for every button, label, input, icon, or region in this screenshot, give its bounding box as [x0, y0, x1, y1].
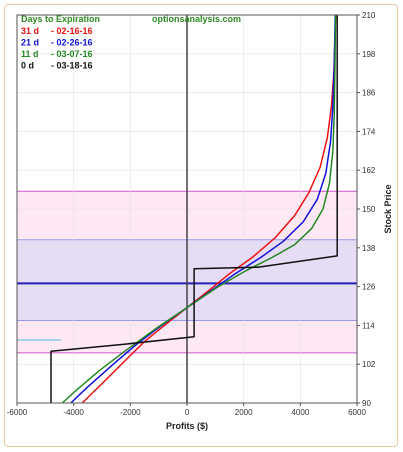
- y-tick-label-1: 102: [362, 360, 376, 369]
- y-tick-label-7: 174: [362, 127, 376, 136]
- legend-entry-name-0: 31 d: [21, 26, 39, 36]
- watermark-text: optionsanalysis.com: [152, 14, 241, 24]
- legend-entry-date-1: - 02-26-16: [51, 38, 93, 48]
- series-lines: [50, 14, 338, 404]
- y-tick-label-3: 126: [362, 283, 376, 292]
- y-tick-label-5: 150: [362, 205, 376, 214]
- legend: Days to Expiration optionsanalysis.com 3…: [21, 14, 241, 71]
- x-axis-ticks: -6000 -4000 -2000 0 2000 4000 6000: [7, 403, 366, 417]
- y-tick-label-4: 138: [362, 244, 376, 253]
- legend-entry-date-3: - 03-18-16: [51, 61, 93, 71]
- x-tick-label-4: 2000: [235, 408, 253, 417]
- y-tick-label-2: 114: [362, 321, 375, 330]
- series-line-0: [81, 14, 337, 404]
- x-tick-label-1: -4000: [63, 408, 84, 417]
- y-axis-label: Stock Price: [383, 184, 393, 233]
- y-tick-label-0: 90: [362, 399, 371, 408]
- x-tick-label-6: 6000: [348, 408, 366, 417]
- x-tick-label-2: -2000: [120, 408, 141, 417]
- reference-lines: [17, 15, 357, 403]
- legend-entry-name-2: 11 d: [21, 49, 39, 59]
- series-line-1: [70, 14, 336, 404]
- legend-entry-date-2: - 03-07-16: [51, 49, 93, 59]
- legend-entry-name-1: 21 d: [21, 38, 39, 48]
- y-tick-label-10: 210: [362, 11, 376, 20]
- legend-entry-name-3: 0 d: [21, 61, 34, 71]
- x-axis-label: Profits ($): [166, 421, 208, 431]
- x-tick-label-0: -6000: [7, 408, 28, 417]
- y-tick-label-6: 162: [362, 166, 376, 175]
- y-tick-label-8: 186: [362, 89, 376, 98]
- x-tick-label-5: 4000: [291, 408, 309, 417]
- y-tick-label-9: 198: [362, 50, 376, 59]
- series-line-3: [50, 15, 338, 403]
- series-line-2: [61, 14, 337, 404]
- legend-entry-date-0: - 02-16-16: [51, 26, 93, 36]
- legend-title: Days to Expiration: [21, 14, 100, 24]
- x-tick-label-3: 0: [185, 408, 190, 417]
- y-axis-ticks: 90 102 114 126 138 150 162 174 186 198 210: [357, 11, 376, 408]
